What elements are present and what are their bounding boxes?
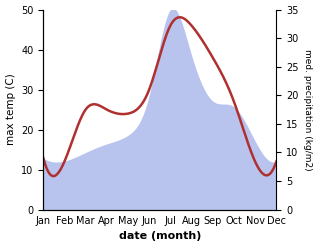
Y-axis label: max temp (C): max temp (C) [5, 74, 16, 145]
Y-axis label: med. precipitation (kg/m2): med. precipitation (kg/m2) [303, 49, 313, 170]
X-axis label: date (month): date (month) [119, 231, 201, 242]
